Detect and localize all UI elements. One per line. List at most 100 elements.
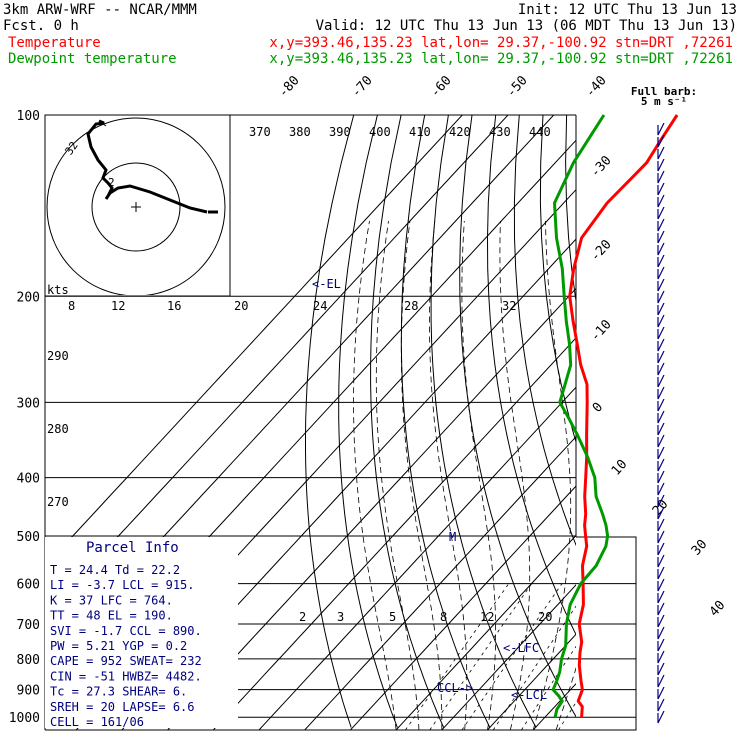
sounding-traces: [551, 114, 679, 718]
mixing-ratio-tick-label-lower: 20: [538, 610, 552, 624]
mixing-ratio-line: [461, 583, 563, 730]
dry-adiabat-line: [400, 115, 491, 728]
temperature-tick-label: 10: [609, 457, 631, 479]
parcel-info-row: SREH = 20 LAPSE= 6.6: [50, 700, 195, 714]
model-title: 3km ARW-WRF -- NCAR/MMM: [3, 2, 197, 18]
hodograph-ring-inner: [91, 162, 181, 252]
init-time: Init: 12 UTC Thu 13 Jun 13: [518, 2, 737, 18]
mixing-ratio-tick-label: 20: [234, 299, 248, 313]
wind-barb: [657, 578, 665, 592]
valid-time: Valid: 12 UTC Thu 13 Jun 13 (06 MDT Thu …: [316, 18, 737, 34]
moist-adiabat-line: [625, 221, 740, 730]
wind-barb: [657, 626, 665, 640]
wind-barb: [657, 602, 665, 616]
temperature-tick-label: -70: [349, 73, 376, 100]
pressure-tick-label: 300: [17, 396, 40, 411]
mixing-ratio-tick-label-lower: 5: [389, 610, 396, 624]
mixing-ratio-tick-label: 12: [111, 299, 125, 313]
wind-barb: [657, 362, 665, 376]
isotherm-line: [625, 115, 740, 730]
wind-barb: [657, 458, 665, 472]
temperature-tick-label: 20: [650, 497, 672, 519]
mixing-ratio-line: [521, 645, 576, 730]
wind-barb: [657, 230, 665, 244]
parcel-info-title: Parcel Info: [86, 540, 179, 556]
dry-adiabat-line: [539, 115, 576, 444]
wind-barb: [657, 338, 665, 352]
isotherm-line: [45, 115, 463, 567]
dry-adiabat-line: [305, 115, 355, 728]
pressure-tick-label: 100: [17, 109, 40, 124]
dry-adiabat-line: [430, 115, 537, 728]
dry-adiabat-line: [661, 115, 740, 728]
theta-tick-label: 400: [369, 125, 391, 139]
hodograph-trace-upper: [98, 120, 107, 127]
temperature-tick-label: 30: [689, 537, 711, 559]
wind-barb: [657, 566, 665, 580]
dry-adiabat-line: [338, 115, 398, 728]
theta-tick-label: 370: [249, 125, 271, 139]
wind-barb: [657, 698, 665, 712]
hodograph-label-lower: 2: [108, 176, 115, 189]
wind-barb: [657, 662, 665, 676]
parcel-info-row: CAPE = 952 SWEAT= 232: [50, 654, 202, 668]
wind-legend-title: Full barb:: [631, 85, 697, 98]
isotherm-line: [350, 485, 576, 730]
dry-adiabat-line: [459, 115, 576, 718]
wind-barb: [657, 254, 665, 268]
isotherm-line: [487, 633, 576, 730]
mixing-ratio-tick-label: 24: [313, 299, 327, 313]
temperature-tick-label: -40: [583, 73, 610, 100]
isotherm-line: [441, 584, 576, 730]
dry-adiabat-line: [685, 115, 740, 728]
lcl-marker: <-LCL: [511, 688, 547, 702]
wind-barb: [657, 422, 665, 436]
wind-barb: [657, 482, 665, 496]
pressure-tick-label: 800: [17, 653, 40, 668]
legend-temperature-name: Temperature: [8, 35, 101, 51]
mixing-ratio-tick-label: 8: [68, 299, 75, 313]
dry-adiabat-line: [513, 115, 576, 547]
wind-barb: [657, 638, 665, 652]
dry-adiabat-line: [590, 115, 740, 728]
mixing-ratio-tick-label: 28: [404, 299, 418, 313]
temperature-tick-label: -10: [588, 317, 615, 344]
dry-adiabat-line: [614, 115, 740, 728]
mixing-ratio-line: [492, 605, 576, 730]
mixing-ratio-tick-label-lower: 8: [440, 610, 447, 624]
dry-adiabat-line: [370, 115, 445, 728]
temperature-tick-label: 40: [707, 598, 729, 620]
isotherm-line: [716, 115, 740, 730]
parcel-info-panel: Parcel Info T = 24.4 Td = 22.2LI = -3.7 …: [45, 537, 238, 729]
parcel-info-row: TT = 48 EL = 190.: [50, 609, 173, 623]
wind-barb: [657, 506, 665, 520]
pressure-tick-label: 600: [17, 578, 40, 593]
pressure-tick-label: 1000: [9, 711, 40, 726]
theta-tick-label-left: 270: [47, 495, 69, 509]
wind-barb: [657, 302, 665, 316]
wind-barb: [657, 350, 665, 364]
theta-tick-label: 390: [329, 125, 351, 139]
hodograph-label-upper: 32: [62, 139, 80, 157]
wind-barb: [657, 614, 665, 628]
legend-dewpoint-name: Dewpoint temperature: [8, 51, 177, 67]
wind-barb: [657, 554, 665, 568]
temperature-tick-label: -80: [276, 73, 303, 100]
wind-barb: [657, 674, 665, 688]
isotherm-line: [395, 534, 576, 730]
temperature-tick-label: -50: [504, 73, 531, 100]
parcel-info-row: PW = 5.21 YGP = 0.2: [50, 639, 187, 653]
wind-barb: [657, 278, 665, 292]
wind-barb: [657, 650, 665, 664]
wind-barb: [657, 710, 665, 724]
wind-barb: [657, 398, 665, 412]
wind-barb: [657, 326, 665, 340]
wind-barb: [657, 446, 665, 460]
mixing-ratio-tick-label-lower: 2: [299, 610, 306, 624]
pressure-tick-label: 500: [17, 530, 40, 545]
isotherm-line: [670, 115, 740, 730]
wind-barb: [657, 494, 665, 508]
wind-barb: [657, 434, 665, 448]
dry-adiabat-line: [638, 115, 740, 728]
pressure-tick-label: 400: [17, 472, 40, 487]
